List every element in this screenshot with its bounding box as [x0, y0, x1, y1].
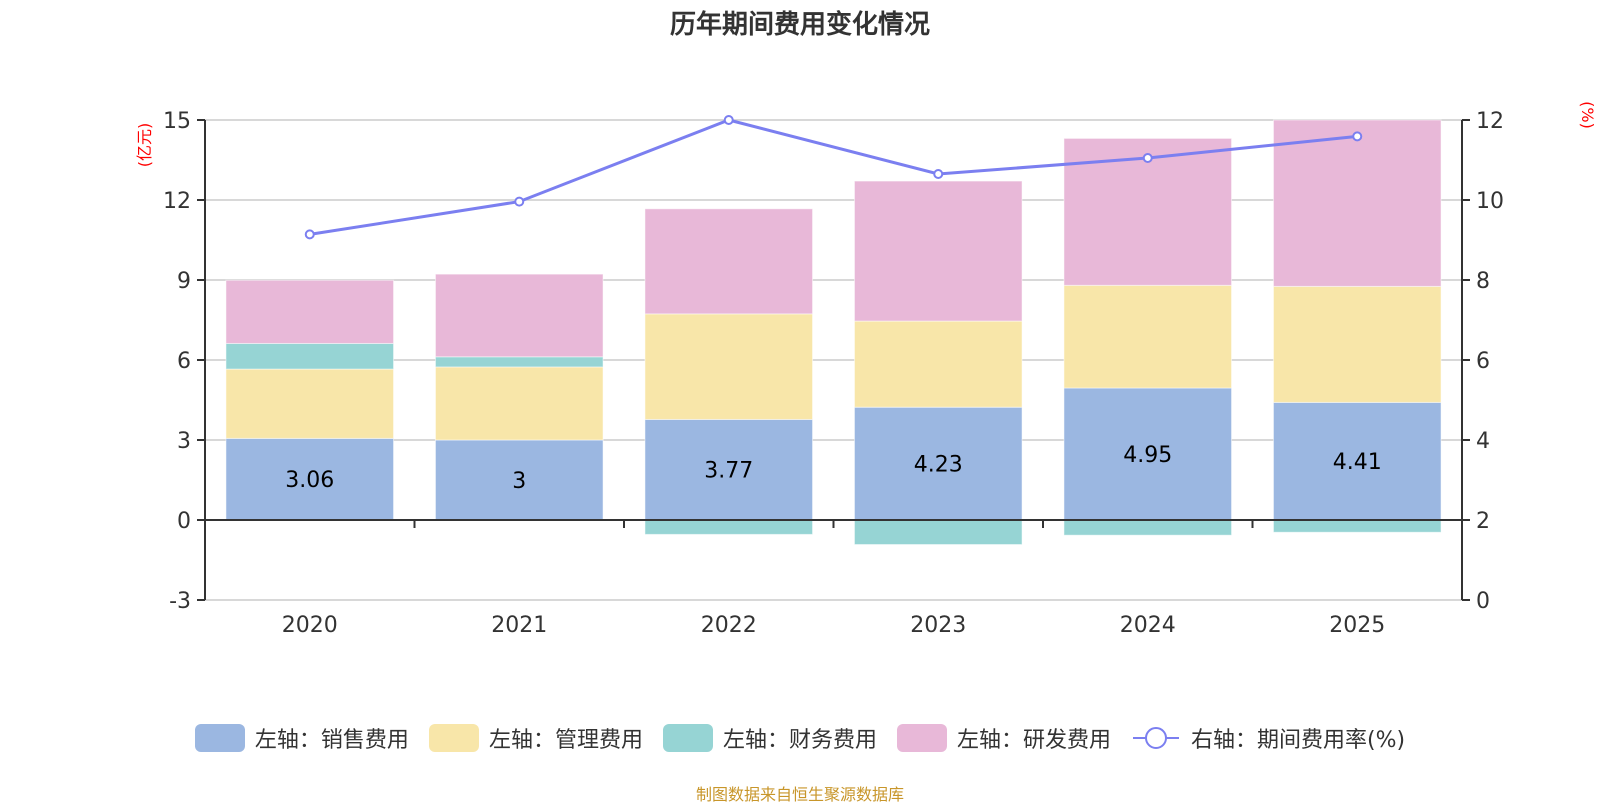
data-labels: 3.06 3 3.77 4.23 4.95 4.41 [285, 443, 1381, 494]
line-series [304, 115, 1363, 240]
left-axis-tick-label: 15 [163, 109, 191, 134]
bar-value-label: 3.06 [285, 468, 334, 493]
legend-label: 左轴：财务费用 [722, 728, 877, 753]
legend-swatch [194, 724, 245, 752]
bar-segment [853, 180, 1023, 322]
left-axis-tick-label: 12 [163, 189, 191, 214]
x-axis-tick-label: 2023 [910, 613, 966, 638]
legend: 左轴：销售费用 左轴：管理费用 左轴：财务费用 左轴：研发费用 右轴：期间费用率(%) [0, 722, 1600, 754]
left-axis-tick-label: 0 [177, 509, 191, 534]
legend-line-marker-icon [1132, 727, 1179, 749]
bar-value-label: 4.41 [1333, 450, 1382, 475]
rate-point [514, 196, 525, 207]
legend-item[interactable]: 左轴：销售费用 [194, 722, 409, 754]
bar-segment [1272, 519, 1442, 533]
left-axis-tick-label: 3 [177, 429, 191, 454]
bar-value-label: 3 [512, 469, 526, 494]
chart-title: 历年期间费用变化情况 [669, 10, 930, 40]
right-axis-tick-label: 8 [1476, 269, 1490, 294]
bar-segment [225, 342, 395, 370]
legend-swatch [662, 724, 713, 752]
right-axis-unit-label: (%) [1578, 101, 1597, 129]
bar-segment [1272, 119, 1442, 287]
bar-series [225, 119, 1442, 546]
bar-segment [853, 519, 1023, 546]
legend-label: 左轴：销售费用 [254, 728, 409, 753]
bar-segment [1063, 284, 1233, 389]
bar-segment [434, 439, 604, 521]
x-axis-tick-label: 2020 [282, 613, 338, 638]
right-axis-tick-label: 10 [1476, 189, 1504, 214]
right-axis-tick-label: 6 [1476, 349, 1490, 374]
bar-segment [1272, 285, 1442, 403]
bar-segment [644, 208, 814, 315]
left-axis-tick-label: 9 [177, 269, 191, 294]
left-axis-tick-label: -3 [169, 589, 191, 614]
legend-item[interactable]: 右轴：期间费用率(%) [1131, 722, 1405, 754]
right-axis-tick-label: 4 [1476, 429, 1490, 454]
axes: -3 0 3 6 9 12 15 0 2 4 6 8 10 12 2020 2021 2022 2023 2024 2… [163, 109, 1504, 638]
left-axis-unit-label: (亿元) [135, 123, 154, 168]
legend-swatch [896, 724, 947, 752]
bar-segment [853, 406, 1023, 521]
legend-label: 左轴：研发费用 [956, 728, 1111, 753]
legend-item[interactable]: 左轴：财务费用 [662, 722, 877, 754]
bar-segment [434, 273, 604, 358]
right-axis-tick-label: 0 [1476, 589, 1490, 614]
bar-segment [225, 279, 395, 344]
right-axis-tick-label: 2 [1476, 509, 1490, 534]
rate-point [723, 115, 734, 125]
bar-segment [434, 366, 604, 441]
legend-swatch [428, 724, 479, 752]
bar-segment [1063, 519, 1233, 536]
bar-segment [1272, 401, 1442, 521]
data-source-footer: 制图数据来自恒生聚源数据库 [695, 785, 904, 804]
legend-label: 右轴：期间费用率(%) [1190, 728, 1406, 753]
rate-point [1352, 131, 1363, 142]
bar-segment [434, 356, 604, 368]
rate-point [933, 169, 944, 179]
bar-segment [225, 368, 395, 439]
x-axis-tick-label: 2022 [701, 613, 757, 638]
x-axis-tick-label: 2024 [1120, 613, 1176, 638]
bar-value-label: 3.77 [704, 459, 753, 484]
bar-segment [644, 519, 814, 535]
rate-line [309, 118, 1358, 236]
bar-value-label: 4.23 [914, 453, 963, 478]
legend-item[interactable]: 左轴：管理费用 [428, 722, 643, 754]
x-axis-tick-label: 2025 [1329, 613, 1385, 638]
rate-point [1142, 153, 1153, 163]
rate-point [304, 229, 315, 240]
bar-segment [1063, 387, 1233, 521]
bar-segment [644, 313, 814, 420]
legend-label: 左轴：管理费用 [488, 728, 643, 753]
right-axis-tick-label: 12 [1476, 109, 1504, 134]
bar-segment [853, 320, 1023, 408]
legend-item[interactable]: 左轴：研发费用 [896, 722, 1111, 754]
x-axis-tick-label: 2021 [491, 613, 547, 638]
left-axis-tick-label: 6 [177, 349, 191, 374]
bar-value-label: 4.95 [1123, 443, 1172, 468]
